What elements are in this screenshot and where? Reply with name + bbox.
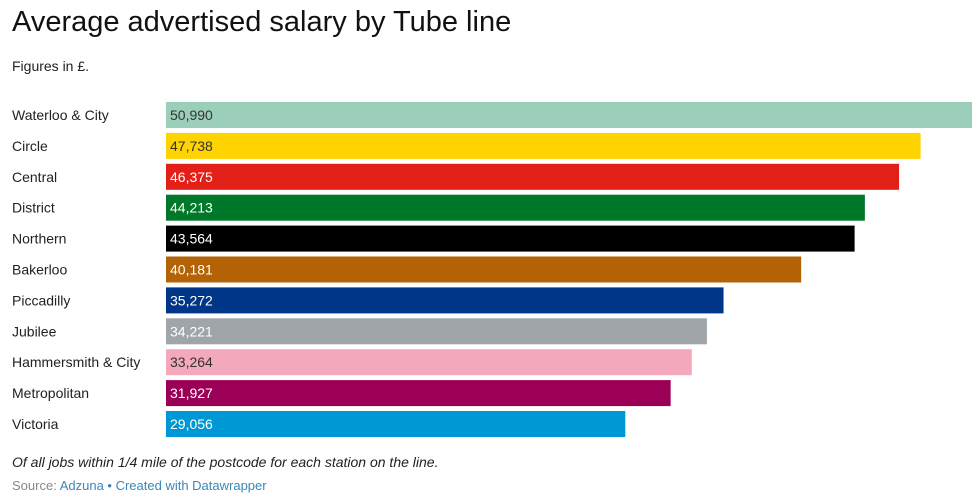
chart-title: Average advertised salary by Tube line <box>12 6 512 38</box>
category-label-circle: Circle <box>12 138 48 154</box>
category-label-northern: Northern <box>12 231 66 247</box>
value-label-waterloo-city: 50,990 <box>170 107 213 123</box>
category-label-bakerloo: Bakerloo <box>12 262 67 278</box>
category-label-piccadilly: Piccadilly <box>12 292 70 308</box>
value-label-circle: 47,738 <box>170 138 213 154</box>
source-separator: • <box>103 478 116 493</box>
category-label-central: Central <box>12 169 57 185</box>
value-label-district: 44,213 <box>170 200 213 216</box>
value-label-northern: 43,564 <box>170 231 213 247</box>
value-label-central: 46,375 <box>170 169 213 185</box>
bar-victoria <box>166 411 626 437</box>
chart-subtitle: Figures in £. <box>12 58 90 74</box>
bar-jubilee <box>166 318 707 345</box>
value-label-metropolitan: 31,927 <box>170 385 213 401</box>
category-label-waterloo-city: Waterloo & City <box>12 107 109 123</box>
category-label-district: District <box>12 200 55 216</box>
chart-note: Of all jobs within 1/4 mile of the postc… <box>12 454 439 470</box>
bar-waterloo-city <box>166 102 972 128</box>
category-label-hammersmith-city: Hammersmith & City <box>12 354 140 370</box>
datawrapper-credit-link[interactable]: Created with Datawrapper <box>115 478 267 493</box>
source-link[interactable]: Adzuna <box>59 478 104 493</box>
value-label-victoria: 29,056 <box>170 416 213 432</box>
bar-bakerloo <box>166 256 802 283</box>
chart-source: Source: Adzuna • Created with Datawrappe… <box>12 478 267 493</box>
bar-district <box>166 194 865 221</box>
value-label-hammersmith-city: 33,264 <box>170 354 213 370</box>
value-label-piccadilly: 35,272 <box>170 292 213 308</box>
value-label-bakerloo: 40,181 <box>170 262 213 278</box>
source-prefix: Source: <box>12 478 60 493</box>
value-label-jubilee: 34,221 <box>170 323 213 339</box>
category-label-victoria: Victoria <box>12 416 59 432</box>
bar-piccadilly <box>166 287 724 314</box>
bar-central <box>166 163 900 190</box>
category-label-jubilee: Jubilee <box>12 323 57 339</box>
bar-circle <box>166 132 921 159</box>
bar-hammersmith-city <box>166 349 692 376</box>
bar-metropolitan <box>166 380 671 407</box>
bar-northern <box>166 225 855 252</box>
category-label-metropolitan: Metropolitan <box>12 385 89 401</box>
